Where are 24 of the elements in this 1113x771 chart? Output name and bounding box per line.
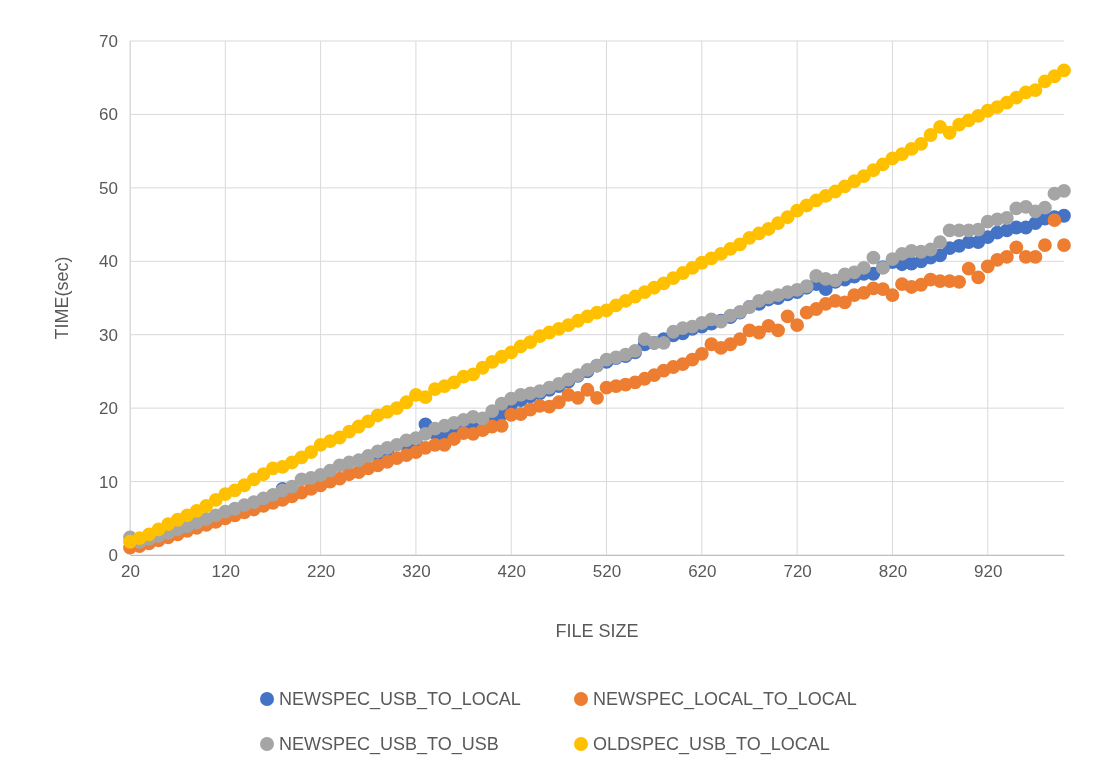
y-tick-label: 70 <box>99 31 118 51</box>
x-tick-label: 220 <box>306 562 336 582</box>
x-tick-label: 420 <box>497 562 526 582</box>
legend-label: NEWSPEC_LOCAL_TO_LOCAL <box>593 689 857 710</box>
x-tick-label: 920 <box>974 562 1003 582</box>
y-tick-label: 0 <box>108 545 118 565</box>
x-axis-title: FILE SIZE <box>555 621 639 641</box>
x-tick-label: 320 <box>402 562 431 582</box>
x-tick-label: 820 <box>878 562 908 582</box>
x-tick-label: 720 <box>783 562 812 582</box>
legend-label: NEWSPEC_USB_TO_LOCAL <box>279 689 521 710</box>
x-tick-label: 520 <box>592 562 622 582</box>
legend-label: NEWSPEC_USB_TO_USB <box>279 734 499 755</box>
y-axis-title: TIME(sec) <box>52 256 72 340</box>
y-tick-label: 40 <box>99 252 118 272</box>
y-tick-label: 30 <box>99 325 118 345</box>
x-tick-label: 20 <box>121 562 140 582</box>
x-tick-label: 120 <box>211 562 240 582</box>
x-tick-label: 620 <box>688 562 717 582</box>
y-tick-label: 20 <box>99 399 118 419</box>
y-tick-label: 60 <box>99 105 118 125</box>
legend-label: OLDSPEC_USB_TO_LOCAL <box>593 734 830 755</box>
y-tick-label: 10 <box>99 472 118 492</box>
y-tick-label: 50 <box>99 178 118 198</box>
